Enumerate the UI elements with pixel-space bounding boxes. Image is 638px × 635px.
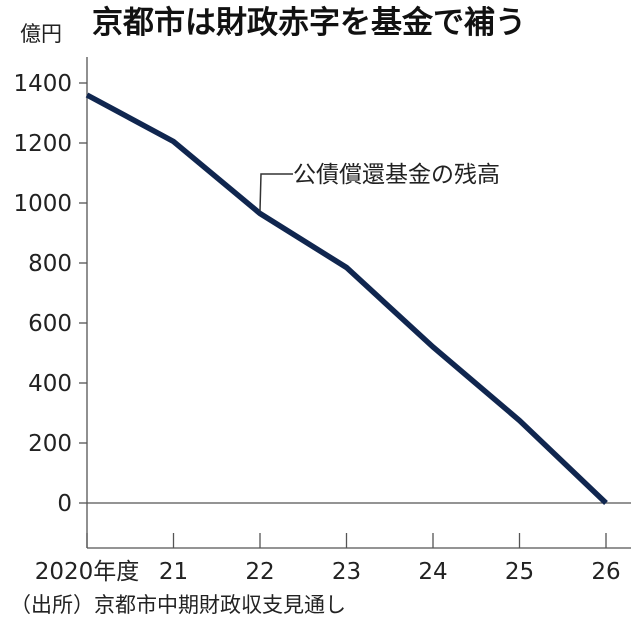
x-tick-label: 22: [245, 559, 274, 585]
y-axis: 0 200 400 600 800 1000 1200 1400: [13, 57, 631, 548]
x-axis: 2020年度 21 22 23 24 25 26: [35, 533, 631, 585]
annotation-group: 公債償還基金の残高: [260, 162, 500, 211]
x-tick-label: 26: [591, 559, 620, 585]
y-tick-label: 400: [28, 371, 72, 397]
series-group: [87, 95, 606, 503]
y-tick-label: 600: [28, 311, 72, 337]
y-tick-label: 800: [28, 251, 72, 277]
y-tick-label: 0: [57, 491, 72, 517]
source-note: （出所）京都市中期財政収支見通し: [10, 593, 346, 617]
y-tick-label: 1000: [13, 191, 72, 217]
y-tick-label: 1200: [13, 131, 72, 157]
y-tick-label: 1400: [13, 71, 72, 97]
chart-title: 京都市は財政赤字を基金で補う: [92, 5, 526, 41]
x-tick-label: 24: [418, 559, 447, 585]
series-label: 公債償還基金の残高: [293, 162, 500, 188]
y-axis-unit: 億円: [20, 22, 62, 46]
x-tick-label: 25: [505, 559, 534, 585]
x-tick-label: 23: [332, 559, 361, 585]
y-tick-label: 200: [28, 431, 72, 457]
annotation-leader: [260, 174, 293, 211]
series-line: [87, 95, 606, 503]
x-tick-label: 2020年度: [35, 559, 140, 585]
x-tick-label: 21: [159, 559, 188, 585]
